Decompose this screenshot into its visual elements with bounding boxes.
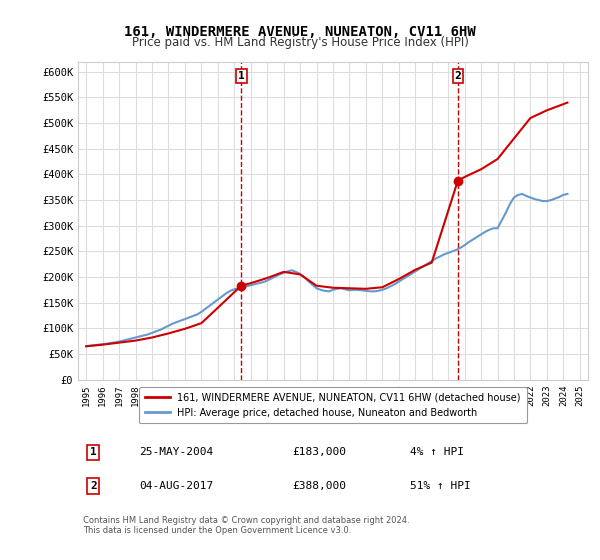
Text: 51% ↑ HPI: 51% ↑ HPI	[409, 481, 470, 491]
Text: 2: 2	[454, 71, 461, 81]
Text: £183,000: £183,000	[292, 447, 346, 458]
Text: 25-MAY-2004: 25-MAY-2004	[139, 447, 214, 458]
Text: 1: 1	[90, 447, 97, 458]
Text: Price paid vs. HM Land Registry's House Price Index (HPI): Price paid vs. HM Land Registry's House …	[131, 36, 469, 49]
Text: 1: 1	[238, 71, 245, 81]
Text: Contains HM Land Registry data © Crown copyright and database right 2024.
This d: Contains HM Land Registry data © Crown c…	[83, 516, 410, 535]
Text: 161, WINDERMERE AVENUE, NUNEATON, CV11 6HW: 161, WINDERMERE AVENUE, NUNEATON, CV11 6…	[124, 25, 476, 39]
Text: 4% ↑ HPI: 4% ↑ HPI	[409, 447, 464, 458]
Text: £388,000: £388,000	[292, 481, 346, 491]
Legend: 161, WINDERMERE AVENUE, NUNEATON, CV11 6HW (detached house), HPI: Average price,: 161, WINDERMERE AVENUE, NUNEATON, CV11 6…	[139, 387, 527, 423]
Text: 04-AUG-2017: 04-AUG-2017	[139, 481, 214, 491]
Text: 2: 2	[90, 481, 97, 491]
